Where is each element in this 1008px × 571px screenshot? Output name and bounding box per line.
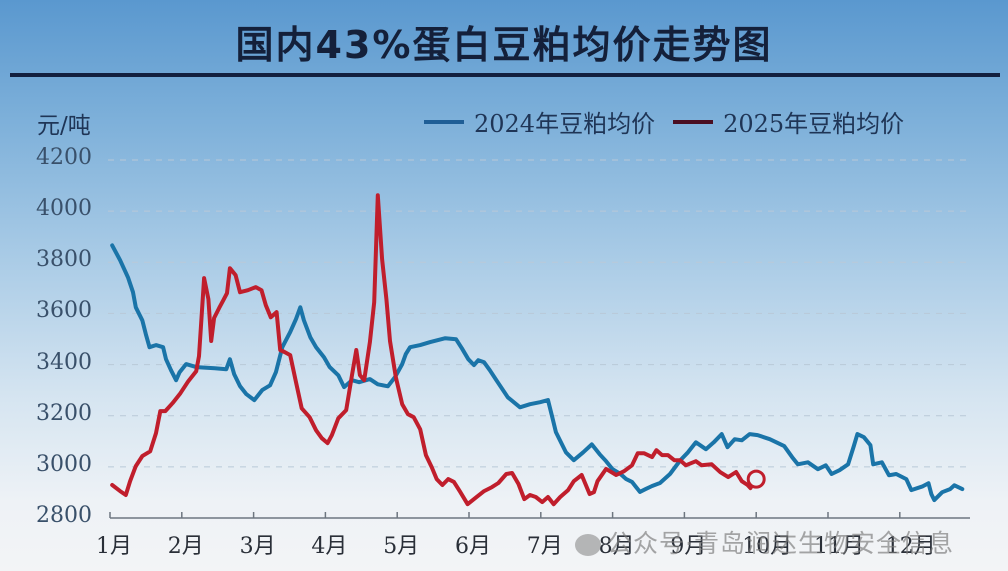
x-tick-label: 7月 xyxy=(526,534,563,559)
series-2024-line xyxy=(110,243,965,503)
y-axis-unit-label: 元/吨 xyxy=(37,113,91,139)
y-tick-label: 3000 xyxy=(36,451,92,477)
x-tick-label: 11月 xyxy=(814,534,864,559)
legend-item-2025: 2025年豆粕均价 xyxy=(673,104,904,139)
x-tick-label: 6月 xyxy=(455,534,491,559)
chart-legend: 2024年豆粕均价 2025年豆粕均价 xyxy=(424,104,922,139)
y-tick-label: 2800 xyxy=(36,503,92,528)
y-tick-label: 3400 xyxy=(36,349,92,375)
legend-item-2024: 2024年豆粕均价 xyxy=(424,104,655,139)
watermark: 公众号·青岛润达生物安全信息 xyxy=(575,524,954,560)
x-tick-label: 12月 xyxy=(885,534,936,559)
series-2025-line xyxy=(110,193,753,507)
wechat-icon xyxy=(575,534,601,556)
y-tick-label: 3800 xyxy=(36,247,92,273)
legend-label-2025: 2025年豆粕均价 xyxy=(723,110,905,138)
y-tick-label: 4200 xyxy=(36,145,92,170)
x-tick-label: 5月 xyxy=(383,534,420,559)
x-tick-label: 2月 xyxy=(167,534,204,559)
x-tick-label: 4月 xyxy=(311,534,348,559)
latest-point-marker xyxy=(746,469,766,489)
x-tick-label: 10月 xyxy=(742,534,793,559)
watermark-text: 公众号·青岛润达生物安全信息 xyxy=(607,529,954,558)
y-tick-label: 3600 xyxy=(36,298,92,324)
chart-title: 国内43%蛋白豆粕均价走势图 xyxy=(235,23,773,67)
x-tick-label: 1月 xyxy=(96,534,132,559)
x-tick-label: 8月 xyxy=(598,534,635,559)
legend-label-2024: 2024年豆粕均价 xyxy=(474,110,656,138)
x-tick-label: 9月 xyxy=(670,534,707,559)
title-divider xyxy=(10,73,1000,77)
legend-swatch-2025-icon xyxy=(673,119,714,124)
x-tick-label: 3月 xyxy=(239,534,276,559)
y-tick-label: 4000 xyxy=(36,196,92,222)
legend-swatch-2024-icon xyxy=(424,119,464,124)
y-tick-label: 3200 xyxy=(36,400,92,426)
